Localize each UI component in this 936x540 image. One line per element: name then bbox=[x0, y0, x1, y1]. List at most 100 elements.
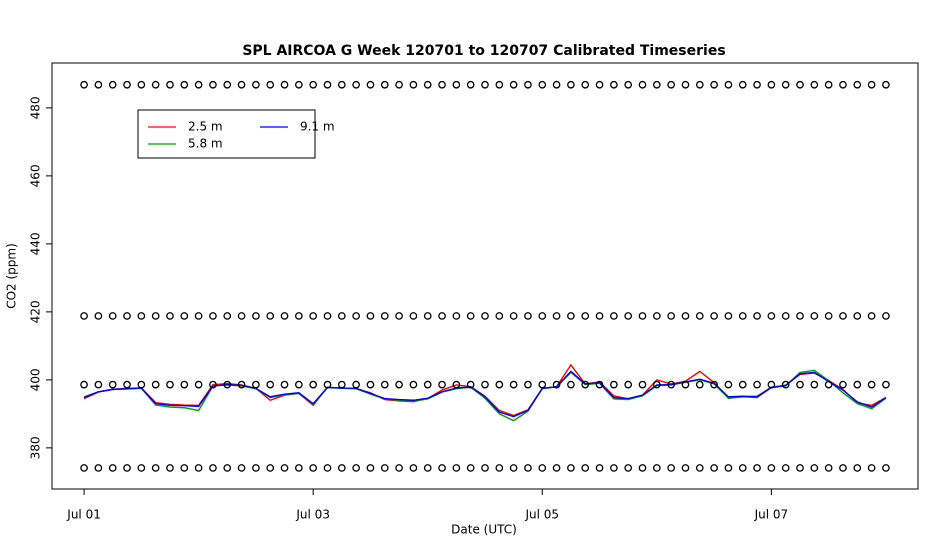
calibration-point bbox=[638, 464, 647, 472]
calibration-point bbox=[466, 380, 475, 389]
calibration-point bbox=[495, 312, 504, 320]
calibration-point bbox=[466, 312, 475, 320]
calibration-point bbox=[753, 312, 761, 320]
chart-title: SPL AIRCOA G Week 120701 to 120707 Calib… bbox=[242, 43, 725, 59]
calibration-point bbox=[524, 464, 532, 472]
calibration-point bbox=[223, 464, 232, 472]
calibration-point bbox=[624, 312, 633, 320]
calibration-point bbox=[209, 312, 217, 320]
x-tick-label: Jul 07 bbox=[754, 508, 789, 522]
calibration-point bbox=[581, 380, 590, 389]
calibration-point bbox=[681, 312, 690, 320]
legend-box bbox=[137, 109, 316, 159]
calibration-point bbox=[252, 464, 260, 472]
calibration-point bbox=[652, 464, 661, 472]
calibration-point bbox=[323, 464, 332, 472]
calibration-point bbox=[180, 464, 189, 472]
calibration-point bbox=[567, 380, 575, 389]
calibration-point bbox=[309, 312, 318, 320]
calibration-point bbox=[237, 464, 246, 472]
calibration-point bbox=[724, 312, 733, 320]
calibration-point bbox=[824, 312, 833, 320]
calibration-point bbox=[681, 380, 690, 389]
calibration-point bbox=[252, 312, 260, 320]
y-tick-label: 460 bbox=[29, 164, 43, 187]
calibration-point bbox=[123, 464, 131, 472]
calibration-point bbox=[610, 380, 618, 389]
calibration-point bbox=[481, 380, 489, 389]
calibration-point bbox=[538, 312, 547, 320]
calibration-point bbox=[552, 80, 561, 89]
calibration-point bbox=[710, 80, 718, 89]
calibration-point bbox=[667, 312, 675, 320]
calibration-point bbox=[137, 80, 146, 89]
calibration-point bbox=[753, 380, 761, 389]
calibration-point bbox=[796, 312, 804, 320]
calibration-point bbox=[710, 464, 718, 472]
calibration-point bbox=[638, 312, 647, 320]
calibration-point bbox=[853, 380, 862, 389]
calibration-point bbox=[423, 380, 432, 389]
calibration-point bbox=[481, 80, 489, 89]
calibration-point bbox=[395, 80, 403, 89]
calibration-point bbox=[266, 464, 275, 472]
calibration-point bbox=[108, 312, 117, 320]
calibration-point bbox=[824, 80, 833, 89]
calibration-point bbox=[323, 80, 332, 89]
calibration-point bbox=[380, 80, 389, 89]
calibration-point bbox=[710, 312, 718, 320]
calibration-point bbox=[538, 380, 547, 389]
calibration-point bbox=[166, 312, 174, 320]
calibration-point bbox=[867, 380, 876, 389]
calibration-point bbox=[252, 80, 260, 89]
calibration-point bbox=[595, 464, 604, 472]
calibration-point bbox=[466, 80, 475, 89]
calibration-point bbox=[624, 380, 633, 389]
calibration-point bbox=[452, 380, 461, 389]
calibration-point bbox=[409, 380, 418, 389]
y-axis-label: CO2 (ppm) bbox=[5, 243, 19, 309]
calibration-point bbox=[395, 464, 403, 472]
calibration-point bbox=[509, 312, 518, 320]
calibration-point bbox=[452, 312, 461, 320]
calibration-point bbox=[767, 380, 776, 389]
calibration-point bbox=[695, 312, 704, 320]
calibration-point bbox=[166, 380, 174, 389]
calibration-point bbox=[552, 312, 561, 320]
calibration-point bbox=[309, 464, 318, 472]
calibration-point bbox=[180, 380, 189, 389]
calibration-point bbox=[266, 380, 275, 389]
calibration-point bbox=[481, 312, 489, 320]
calibration-point bbox=[581, 464, 590, 472]
calibration-point bbox=[882, 464, 890, 472]
calibration-point bbox=[839, 380, 847, 389]
calibration-point bbox=[853, 80, 862, 89]
calibration-point bbox=[309, 380, 318, 389]
calibration-point bbox=[223, 80, 232, 89]
calibration-point bbox=[180, 80, 189, 89]
calibration-point bbox=[94, 80, 103, 89]
calibration-point bbox=[595, 380, 604, 389]
calibration-point bbox=[366, 80, 375, 89]
calibration-point bbox=[810, 464, 819, 472]
calibration-point bbox=[295, 380, 303, 389]
y-tick-label: 400 bbox=[29, 368, 43, 391]
calibration-point bbox=[237, 380, 246, 389]
calibration-point bbox=[495, 80, 504, 89]
calibration-point bbox=[524, 80, 532, 89]
calibration-point bbox=[123, 380, 131, 389]
calibration-point bbox=[166, 80, 174, 89]
calibration-point bbox=[781, 80, 790, 89]
calibration-point bbox=[137, 380, 146, 389]
calibration-point bbox=[237, 80, 246, 89]
calibration-point bbox=[495, 464, 504, 472]
calibration-point bbox=[423, 312, 432, 320]
calibration-point bbox=[610, 80, 618, 89]
calibration-point bbox=[366, 464, 375, 472]
calibration-point bbox=[438, 464, 446, 472]
calibration-point bbox=[438, 312, 446, 320]
calibration-point bbox=[767, 464, 776, 472]
calibration-point bbox=[724, 380, 733, 389]
